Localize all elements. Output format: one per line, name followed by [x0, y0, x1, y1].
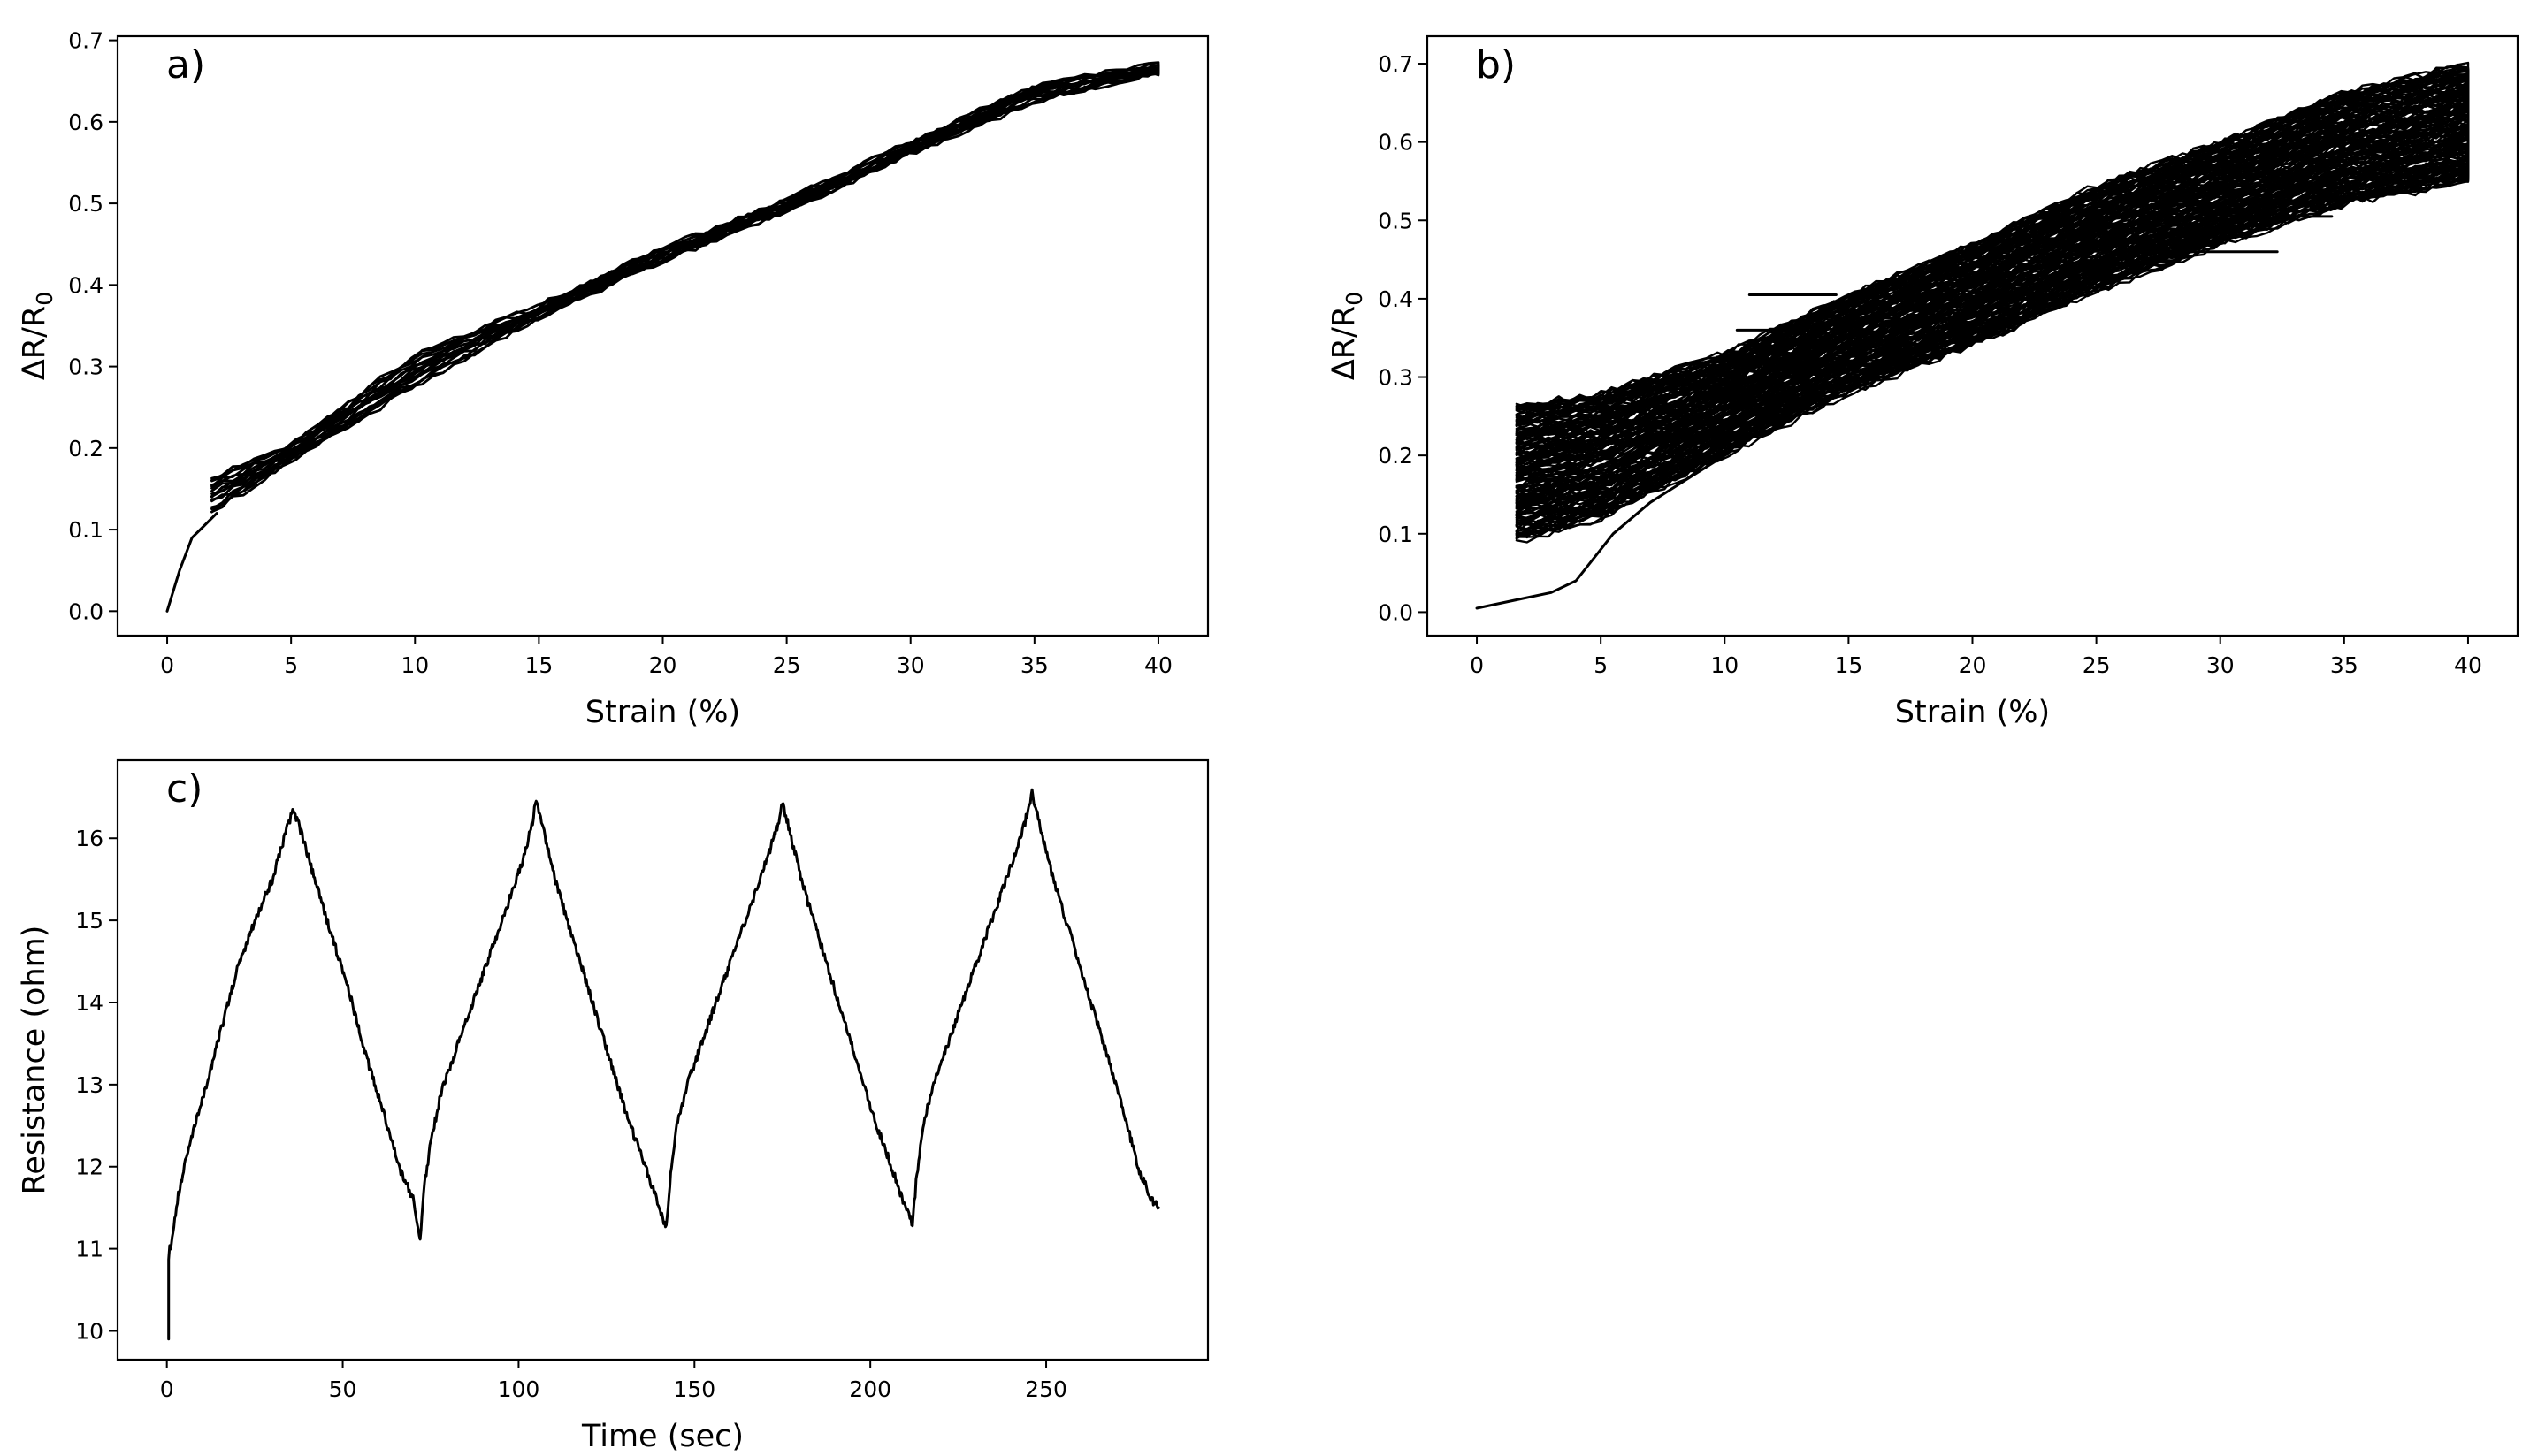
- y-axis-label-c: Resistance (ohm): [17, 926, 52, 1195]
- y-axis-label-b: ΔR/R0: [1326, 292, 1367, 380]
- x-tick-label-c: 100: [498, 1376, 540, 1402]
- series-line-resistance: [167, 788, 1160, 1341]
- y-tick-label-b: 0.5: [1378, 208, 1413, 233]
- y-tick-label-c: 15: [75, 908, 103, 934]
- y-tick-label-b: 0.3: [1378, 365, 1413, 391]
- series-line-cycle-b-80: [1515, 65, 2470, 471]
- y-tick-label-a: 0.0: [68, 598, 103, 624]
- x-tick-label-c: 150: [673, 1376, 715, 1402]
- y-tick-label-a: 0.4: [68, 272, 103, 298]
- chart-panel-c: 0 50 100 150 200 250 10 11 12 13 14 15 16 Time (sec) R…: [17, 758, 1210, 1454]
- series-line-cycle-a-9: [210, 61, 1160, 499]
- x-tick-label-a: 10: [401, 652, 429, 678]
- x-tick-label-b: 40: [2454, 652, 2482, 678]
- panel-label-b: b): [1476, 42, 1516, 88]
- y-tick-label-a: 0.3: [68, 354, 103, 380]
- x-tick-label-b: 25: [2083, 652, 2111, 678]
- x-tick-label-b: 20: [1959, 652, 1987, 678]
- y-tick-label-b: 0.7: [1378, 51, 1413, 77]
- y-tick-label-c: 13: [75, 1072, 103, 1098]
- x-tick-label-b: 5: [1594, 652, 1608, 678]
- chart-panel-a: 0 5 10 15 20 25 30 35 40 0.0 0.1 0.2 0.3 0.4 0.5 0.6 0.7…: [17, 28, 1210, 730]
- series-group-c: [167, 788, 1160, 1341]
- y-tick-label-b: 0.2: [1378, 443, 1413, 469]
- panel-label-c: c): [166, 766, 203, 812]
- y-tick-label-c: 10: [75, 1318, 103, 1344]
- y-tick-label-b: 0.1: [1378, 522, 1413, 547]
- y-tick-label-b: 0.6: [1378, 130, 1413, 156]
- x-axis-label-c: Time (sec): [581, 1419, 744, 1454]
- x-tick-label-b: 10: [1710, 652, 1739, 678]
- x-tick-label-a: 35: [1020, 652, 1049, 678]
- y-axis-label-a: ΔR/R0: [17, 292, 57, 380]
- x-tick-label-c: 0: [160, 1376, 174, 1402]
- x-tick-label-c: 200: [849, 1376, 891, 1402]
- y-tick-label-c: 16: [75, 826, 103, 851]
- y-tick-label-a: 0.2: [68, 436, 103, 461]
- x-tick-label-c: 250: [1025, 1376, 1067, 1402]
- y-tick-label-a: 0.6: [68, 110, 103, 135]
- x-axis-label-a: Strain (%): [585, 695, 740, 730]
- series-line-initial-a: [165, 512, 218, 613]
- x-tick-label-b: 30: [2206, 652, 2235, 678]
- x-tick-label-a: 30: [897, 652, 925, 678]
- x-tick-label-a: 5: [284, 652, 298, 678]
- chart-panel-b: 0 5 10 15 20 25 30 35 40 0.0 0.1 0.2 0.3 0.4 0.5 0.6 0.7…: [1326, 34, 2519, 730]
- series-group-b: [1475, 61, 2470, 610]
- y-tick-label-b: 0.4: [1378, 286, 1413, 312]
- x-tick-label-a: 25: [773, 652, 801, 678]
- y-tick-label-c: 14: [75, 990, 103, 1016]
- series-group-a: [165, 61, 1160, 613]
- y-tick-label-a: 0.5: [68, 191, 103, 217]
- y-tick-label-c: 11: [75, 1237, 103, 1262]
- x-tick-label-a: 0: [160, 652, 174, 678]
- y-tick-label-a: 0.1: [68, 517, 103, 543]
- x-tick-label-a: 20: [649, 652, 677, 678]
- x-tick-label-c: 50: [329, 1376, 357, 1402]
- y-tick-label-b: 0.0: [1378, 599, 1413, 625]
- x-tick-label-a: 15: [524, 652, 553, 678]
- series-line-initial-b: [1475, 454, 1726, 610]
- x-tick-label-b: 15: [1834, 652, 1862, 678]
- x-tick-label-a: 40: [1144, 652, 1173, 678]
- panel-label-a: a): [166, 42, 205, 88]
- x-axis-label-b: Strain (%): [1895, 695, 2050, 730]
- x-tick-label-b: 35: [2330, 652, 2358, 678]
- y-tick-label-c: 12: [75, 1155, 103, 1180]
- x-tick-label-b: 0: [1470, 652, 1484, 678]
- plot-frame-c: [116, 758, 1210, 1361]
- y-tick-label-a: 0.7: [68, 28, 103, 54]
